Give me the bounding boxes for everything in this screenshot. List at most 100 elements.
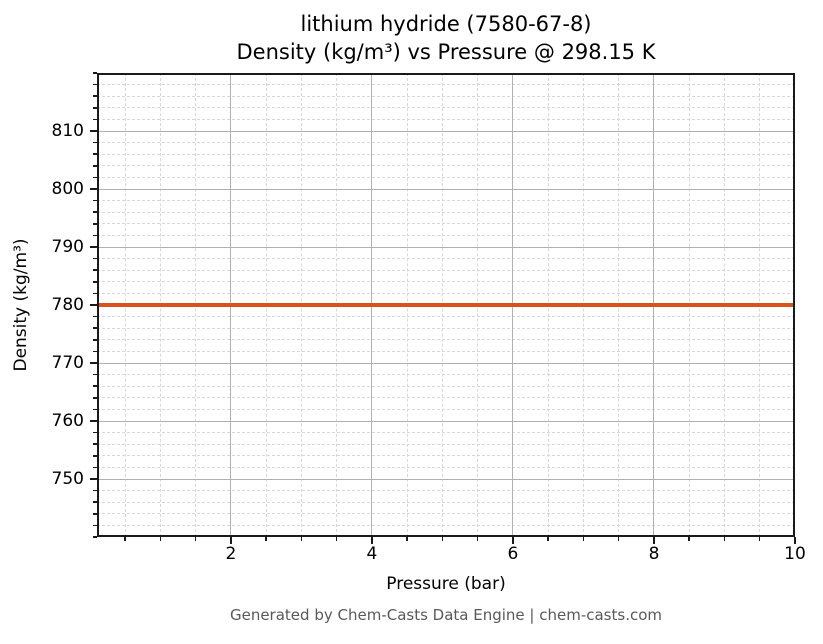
y-tick-minor	[93, 211, 97, 213]
y-grid-major	[97, 246, 795, 248]
y-tick-minor	[93, 513, 97, 515]
y-tick-minor	[93, 524, 97, 527]
y-grid-minor	[97, 408, 795, 410]
y-tick-major	[90, 188, 97, 190]
x-tick-minor	[406, 537, 408, 541]
y-grid-minor	[97, 455, 795, 457]
y-grid-minor	[97, 490, 795, 492]
x-tick-minor	[617, 537, 620, 541]
y-tick-minor	[93, 118, 97, 121]
y-tick-minor	[93, 95, 97, 97]
y-grid-minor	[97, 118, 795, 120]
x-tick-minor	[159, 537, 162, 541]
y-grid-minor	[97, 107, 795, 109]
x-tick-major	[229, 537, 232, 544]
y-tick-minor	[93, 83, 97, 86]
y-tick-label: 810	[51, 121, 84, 141]
x-tick-minor	[194, 537, 197, 541]
y-tick-label: 750	[51, 469, 84, 489]
y-grid-minor	[97, 200, 795, 202]
y-grid-minor	[97, 432, 795, 434]
y-grid-minor	[97, 281, 795, 283]
y-tick-minor	[93, 107, 97, 109]
y-grid-minor	[97, 269, 795, 271]
x-tick-label: 2	[225, 544, 237, 564]
y-tick-minor	[93, 489, 97, 492]
y-tick-minor	[93, 455, 97, 457]
y-grid-minor	[97, 339, 795, 341]
y-tick-minor	[93, 292, 97, 295]
x-tick-label: 6	[507, 544, 519, 564]
x-axis-label: Pressure (bar)	[386, 574, 506, 594]
x-tick-minor	[265, 537, 267, 541]
y-grid-minor	[97, 524, 795, 526]
y-tick-minor	[93, 315, 97, 318]
y-tick-minor	[93, 397, 97, 399]
y-grid-major	[97, 362, 795, 364]
y-grid-minor	[97, 223, 795, 225]
y-tick-minor	[93, 536, 97, 538]
y-grid-major	[97, 130, 795, 132]
chart-title-line1: lithium hydride (7580-67-8)	[300, 12, 592, 36]
y-grid-minor	[97, 234, 795, 236]
y-tick-minor	[93, 443, 97, 445]
x-tick-minor	[688, 537, 690, 541]
x-tick-minor	[547, 537, 549, 541]
y-grid-minor	[97, 176, 795, 178]
y-tick-minor	[93, 281, 97, 283]
density-series-line	[97, 303, 795, 307]
x-tick-minor	[300, 537, 303, 541]
y-grid-minor	[97, 153, 795, 155]
y-tick-minor	[93, 153, 97, 155]
y-tick-minor	[93, 234, 97, 237]
y-tick-minor	[93, 257, 97, 260]
y-tick-minor	[93, 501, 97, 503]
y-grid-minor	[97, 374, 795, 376]
y-grid-major	[97, 478, 795, 480]
y-grid-minor	[97, 211, 795, 213]
y-tick-minor	[93, 373, 97, 376]
y-grid-minor	[97, 142, 795, 144]
y-grid-minor	[97, 501, 795, 503]
y-grid-minor	[97, 95, 795, 97]
y-tick-major	[90, 304, 97, 306]
y-tick-minor	[93, 199, 97, 202]
chart-footer-credit: Generated by Chem-Casts Data Engine | ch…	[229, 606, 663, 624]
y-tick-minor	[93, 431, 97, 434]
x-tick-minor	[582, 537, 585, 541]
y-tick-label: 780	[51, 295, 84, 315]
y-tick-label: 800	[51, 179, 84, 199]
chart-title-line2: Density (kg/m³) vs Pressure @ 298.15 K	[236, 40, 656, 64]
y-tick-minor	[93, 72, 97, 74]
x-tick-minor	[335, 537, 338, 541]
y-tick-major	[90, 420, 97, 422]
y-tick-minor	[93, 385, 97, 387]
y-grid-minor	[97, 466, 795, 468]
y-grid-minor	[97, 165, 795, 167]
x-tick-major	[794, 537, 796, 544]
y-tick-major	[90, 130, 97, 132]
x-tick-label: 10	[784, 544, 806, 564]
y-tick-minor	[93, 339, 97, 341]
x-tick-label: 4	[366, 544, 378, 564]
y-tick-minor	[93, 165, 97, 167]
y-tick-label: 790	[51, 237, 84, 257]
y-tick-major	[90, 362, 97, 364]
x-tick-minor	[723, 537, 726, 541]
x-tick-major	[652, 537, 655, 544]
y-grid-major	[97, 188, 795, 190]
y-tick-minor	[93, 466, 97, 469]
y-grid-major	[97, 420, 795, 422]
x-tick-major	[370, 537, 373, 544]
y-tick-minor	[93, 408, 97, 411]
x-tick-minor	[124, 537, 126, 541]
x-tick-label: 8	[648, 544, 660, 564]
y-grid-minor	[97, 385, 795, 387]
y-tick-minor	[93, 176, 97, 179]
y-tick-minor	[93, 223, 97, 225]
x-tick-minor	[476, 537, 479, 541]
y-grid-minor	[97, 84, 795, 86]
y-tick-minor	[93, 269, 97, 271]
y-grid-minor	[97, 327, 795, 329]
